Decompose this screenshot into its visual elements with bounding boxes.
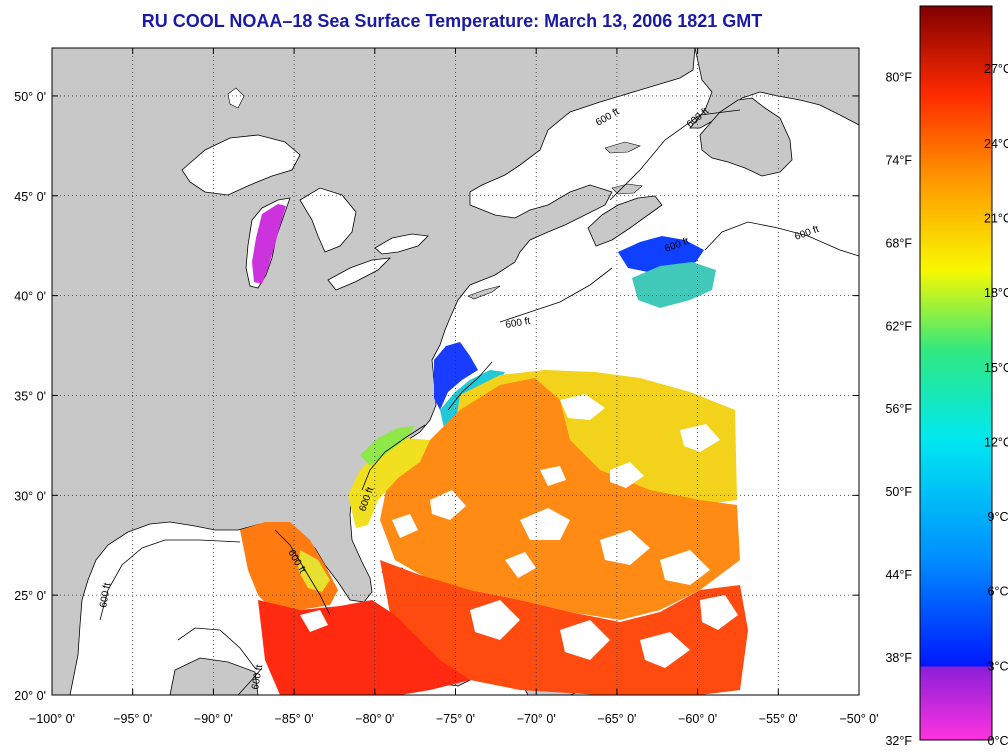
- colorbar: [919, 5, 993, 741]
- longitude-tick-label: −70° 0': [517, 712, 556, 726]
- map-grid: [52, 48, 859, 695]
- latitude-tick-label: 45° 0': [14, 190, 46, 204]
- longitude-tick-label: −100° 0': [29, 712, 75, 726]
- sst-carolina-yellow: [348, 438, 430, 528]
- sst-georges-bank: [632, 262, 716, 308]
- lake-superior: [181, 134, 301, 196]
- longitude-tick-label: −50° 0': [839, 712, 878, 726]
- cloud-gaps: [300, 394, 738, 668]
- longitude-tick-label: −95° 0': [113, 712, 152, 726]
- latitude-tick-label: 35° 0': [14, 389, 46, 403]
- colorbar-f-label: 38°F: [885, 651, 912, 665]
- contour-label: 600 ft: [250, 664, 265, 691]
- colorbar-c-label: 6°C: [988, 585, 1008, 599]
- land-yucatan: [169, 657, 259, 695]
- colorbar-f-label: 62°F: [885, 319, 912, 333]
- contour-label: 600 ft: [505, 316, 532, 331]
- land-nova-scotia: [587, 195, 663, 247]
- longitude-tick-label: −55° 0': [759, 712, 798, 726]
- lake-ontario: [374, 233, 429, 255]
- colorbar-c-label: 12°C: [984, 435, 1008, 449]
- sst-mid-atlantic-blue: [434, 342, 478, 410]
- sst-carolina-green: [360, 426, 415, 466]
- map-tick-marks: [51, 48, 860, 696]
- colorbar-c-label: 9°C: [988, 510, 1008, 524]
- colorbar-f-label: 50°F: [885, 485, 912, 499]
- lake-michigan-sst: [252, 204, 286, 284]
- latitude-tick-label: 20° 0': [14, 689, 46, 703]
- longitude-tick-label: −80° 0': [355, 712, 394, 726]
- colorbar-c-label: 27°C: [984, 62, 1008, 76]
- longitude-tick-label: −85° 0': [275, 712, 314, 726]
- longitude-axis: −100° 0' −95° 0' −90° 0' −85° 0' −80° 0' −75°…: [29, 712, 878, 726]
- colorbar-fahrenheit-labels: 32°F 38°F 44°F 50°F 56°F 62°F 68°F 74°F 80°F: [885, 70, 912, 748]
- colorbar-f-label: 56°F: [885, 402, 912, 416]
- land-newfoundland: [699, 97, 793, 177]
- lake-winnipeg-area: [227, 87, 245, 109]
- latitude-tick-label: 40° 0': [14, 290, 46, 304]
- latitude-tick-label: 50° 0': [14, 90, 46, 104]
- longitude-tick-label: −75° 0': [436, 712, 475, 726]
- map-area: 600 ft 600 ft 600 ft 600 ft 600 ft 600 f…: [52, 48, 859, 695]
- colorbar-f-label: 68°F: [885, 236, 912, 250]
- land-anticosti: [604, 141, 641, 154]
- colorbar-c-label: 0°C: [988, 734, 1008, 748]
- colorbar-f-label: 32°F: [885, 734, 912, 748]
- colorbar-c-label: 18°C: [984, 286, 1008, 300]
- contour-label: 600 ft: [98, 582, 113, 609]
- sst-gulf-of-maine-blue: [618, 236, 704, 272]
- latitude-tick-label: 30° 0': [14, 489, 46, 503]
- colorbar-f-label: 44°F: [885, 568, 912, 582]
- sst-gulf-of-mexico-yellow: [298, 550, 330, 592]
- colorbar-celsius-labels: 0°C 3°C 6°C 9°C 12°C 15°C 18°C 21°C 24°C 27°C: [984, 62, 1008, 748]
- colorbar-c-label: 24°C: [984, 137, 1008, 151]
- latitude-axis: 20° 0' 25° 0' 30° 0' 35° 0' 40° 0' 45° 0' 50° …: [14, 90, 46, 703]
- map-title: RU COOL NOAA–18 Sea Surface Temperature:…: [141, 11, 763, 31]
- latitude-tick-label: 25° 0': [14, 589, 46, 603]
- lake-huron: [299, 187, 357, 253]
- sst-gulf-stream-orange: [380, 378, 740, 620]
- colorbar-c-label: 21°C: [984, 211, 1008, 225]
- colorbar-f-label: 74°F: [885, 153, 912, 167]
- lake-erie: [327, 257, 392, 291]
- longitude-tick-label: −60° 0': [678, 712, 717, 726]
- colorbar-c-label: 3°C: [988, 659, 1008, 673]
- land-atlantic-canada: [689, 48, 859, 129]
- colorbar-f-label: 80°F: [885, 70, 912, 84]
- longitude-tick-label: −65° 0': [597, 712, 636, 726]
- longitude-tick-label: −90° 0': [194, 712, 233, 726]
- colorbar-c-label: 15°C: [984, 361, 1008, 375]
